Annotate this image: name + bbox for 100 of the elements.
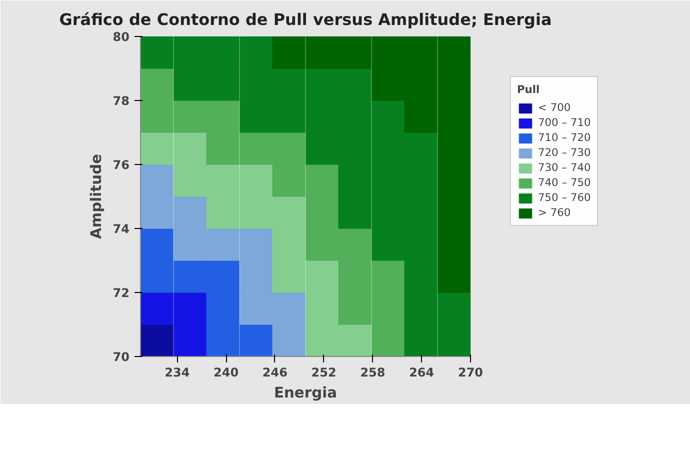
y-axis-title: Amplitude — [88, 154, 105, 240]
point — [240, 68, 273, 101]
point — [174, 132, 207, 165]
point — [272, 292, 306, 325]
legend-label: 720 – 730 — [538, 146, 591, 159]
x-tick-label: 258 — [360, 366, 386, 380]
point — [272, 260, 306, 293]
point — [140, 324, 174, 356]
y-tick-label: 80 — [112, 30, 130, 44]
point — [438, 164, 470, 197]
point — [174, 164, 207, 197]
point — [306, 164, 339, 197]
point — [306, 228, 339, 261]
point — [438, 196, 470, 229]
point — [240, 132, 273, 165]
legend-label: 730 – 740 — [538, 161, 591, 174]
point — [404, 100, 438, 133]
point — [438, 36, 470, 69]
point — [372, 100, 405, 133]
point — [404, 260, 438, 293]
point — [338, 196, 372, 229]
point — [438, 100, 470, 133]
point — [206, 292, 240, 325]
point — [372, 68, 405, 101]
point — [240, 196, 273, 229]
point — [404, 292, 438, 325]
y-tick-label: 70 — [112, 350, 130, 364]
y-tick-label: 78 — [112, 94, 130, 108]
point — [174, 292, 207, 325]
legend-label: 710 – 720 — [538, 131, 591, 144]
chart-title: Gráfico de Contorno de Pull versus Amplitude; Energia — [59, 10, 552, 29]
point — [174, 228, 207, 261]
legend-label: > 760 — [538, 206, 571, 219]
point — [438, 260, 470, 293]
point — [338, 260, 372, 293]
point — [306, 132, 339, 165]
x-tick-label: 240 — [214, 366, 239, 380]
point — [140, 260, 174, 293]
point — [338, 324, 372, 356]
point — [174, 260, 207, 293]
point — [140, 132, 174, 165]
point — [306, 292, 339, 325]
legend-label: < 700 — [538, 101, 571, 114]
point — [240, 164, 273, 197]
x-axis-title: Energia — [274, 384, 338, 402]
point — [438, 68, 470, 101]
point — [306, 260, 339, 293]
point — [240, 228, 273, 261]
point — [174, 36, 207, 69]
point — [240, 36, 273, 69]
point — [306, 196, 339, 229]
point — [206, 260, 240, 293]
point — [206, 196, 240, 229]
point — [404, 164, 438, 197]
point — [404, 196, 438, 229]
point — [438, 324, 470, 356]
point — [338, 228, 372, 261]
point — [372, 132, 405, 165]
point — [372, 324, 405, 356]
legend-title: Pull — [517, 83, 541, 96]
point — [140, 68, 174, 101]
point — [272, 228, 306, 261]
point — [372, 196, 405, 229]
point — [438, 132, 470, 165]
point — [372, 260, 405, 293]
point — [372, 36, 405, 69]
point — [306, 36, 339, 69]
x-tick-label: 234 — [164, 366, 190, 380]
point — [404, 228, 438, 261]
point — [206, 228, 240, 261]
point — [240, 292, 273, 325]
point — [272, 164, 306, 197]
point — [174, 68, 207, 101]
x-tick-label: 264 — [409, 366, 434, 380]
point — [338, 292, 372, 325]
point — [174, 324, 207, 356]
point — [174, 100, 207, 133]
point — [140, 228, 174, 261]
point — [372, 228, 405, 261]
point — [306, 100, 339, 133]
point — [240, 100, 273, 133]
point — [338, 164, 372, 197]
point — [438, 228, 470, 261]
legend-label: 740 – 750 — [538, 176, 591, 189]
point — [338, 36, 372, 69]
point — [206, 36, 240, 69]
point — [206, 164, 240, 197]
x-tick-label: 246 — [262, 366, 288, 380]
x-tick-label: 252 — [311, 366, 336, 380]
point — [140, 196, 174, 229]
point — [272, 68, 306, 101]
point — [206, 68, 240, 101]
point — [338, 100, 372, 133]
point — [272, 132, 306, 165]
point — [338, 132, 372, 165]
point — [272, 100, 306, 133]
point — [438, 292, 470, 325]
point — [206, 100, 240, 133]
point — [140, 164, 174, 197]
y-tick-label: 76 — [112, 158, 130, 172]
